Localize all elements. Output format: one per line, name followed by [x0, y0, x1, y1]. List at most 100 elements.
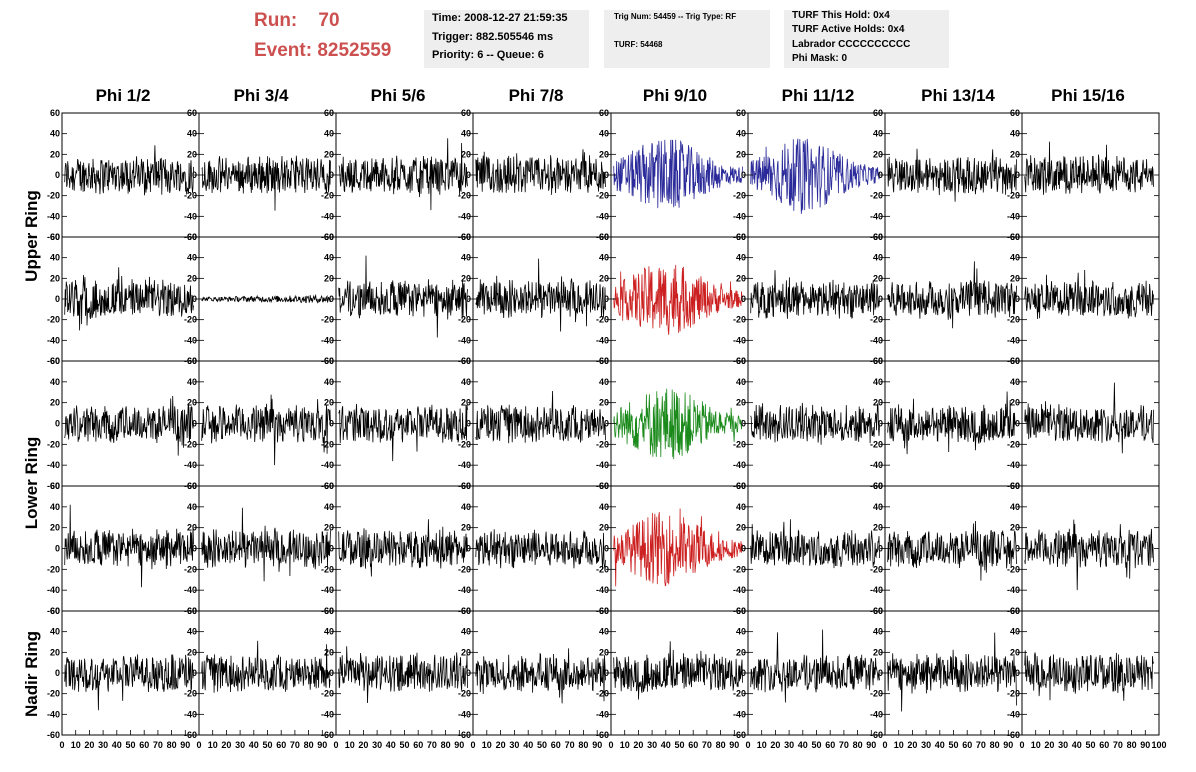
y-tick-label: -20	[321, 439, 334, 449]
y-tick-label: -20	[733, 689, 746, 699]
y-tick-label: -20	[458, 689, 471, 699]
y-tick-label: -20	[184, 191, 197, 201]
x-tick-label: 60	[1099, 740, 1109, 750]
y-tick-label: 20	[50, 398, 60, 408]
y-tick-label: 20	[50, 149, 60, 159]
x-tick-label: 80	[167, 740, 177, 750]
y-tick-label: 20	[187, 523, 197, 533]
x-tick-label: 90	[317, 740, 327, 750]
panel-r0-c0: -60 -40 -20 0 20 40 60	[47, 108, 200, 242]
panel-r4-c3: -60 -40 -20 0 20 40 60	[458, 606, 612, 740]
panel-r2-c0: -60 -40 -20 0 20 40 60	[47, 356, 200, 491]
panel-r4-c7: -60 -40 -20 0 20 40 60	[1007, 606, 1160, 740]
y-tick-label: 20	[873, 647, 883, 657]
y-tick-label: -20	[1007, 439, 1020, 449]
y-tick-label: 0	[1015, 170, 1020, 180]
x-tick-label: 50	[399, 740, 409, 750]
y-tick-label: 0	[192, 668, 197, 678]
y-tick-label: 40	[873, 502, 883, 512]
turf-active-holds-text: TURF Active Holds: 0x4	[792, 24, 905, 35]
y-tick-label: 0	[55, 294, 60, 304]
y-tick-label: 60	[599, 481, 609, 491]
x-tick-label: 0	[608, 740, 613, 750]
y-tick-label: 60	[873, 481, 883, 491]
y-tick-label: 0	[878, 294, 883, 304]
waveform-trace	[64, 395, 194, 456]
y-tick-label: 40	[599, 129, 609, 139]
y-tick-label: 40	[1010, 627, 1020, 637]
y-tick-label: 20	[1010, 523, 1020, 533]
x-tick-label: 40	[249, 740, 259, 750]
waveform-trace	[201, 155, 331, 211]
y-tick-label: -40	[47, 709, 60, 719]
waveform-trace	[1024, 269, 1154, 320]
y-tick-label: 40	[873, 253, 883, 263]
y-tick-label: -40	[321, 211, 334, 221]
x-tick-label: 50	[674, 740, 684, 750]
x-tick-label: 20	[633, 740, 643, 750]
y-tick-label: 60	[736, 481, 746, 491]
x-tick-label: 50	[1085, 740, 1095, 750]
x-tick-label: 50	[125, 740, 135, 750]
y-tick-label: 20	[324, 647, 334, 657]
y-tick-label: 40	[461, 129, 471, 139]
y-tick-label: 20	[599, 647, 609, 657]
y-tick-label: 20	[736, 398, 746, 408]
y-tick-label: 0	[1015, 294, 1020, 304]
x-tick-label: 20	[907, 740, 917, 750]
x-tick-label: 50	[537, 740, 547, 750]
panel-r4-c1: -60 -40 -20 0 20 40 60	[184, 606, 337, 740]
panel-frame	[198, 485, 337, 612]
y-tick-label: 40	[736, 253, 746, 263]
y-tick-label: 60	[50, 108, 60, 118]
x-tick-label: 70	[839, 740, 849, 750]
y-tick-label: -40	[870, 335, 883, 345]
waveform-trace	[201, 640, 331, 693]
y-tick-label: 60	[461, 356, 471, 366]
y-tick-label: -40	[733, 211, 746, 221]
y-tick-label: -40	[596, 460, 609, 470]
y-tick-label: -20	[458, 315, 471, 325]
x-tick-label: 20	[1044, 740, 1054, 750]
x-tick-label: 40	[935, 740, 945, 750]
y-tick-label: 60	[461, 108, 471, 118]
x-tick-label: 90	[729, 740, 739, 750]
y-tick-label: -20	[47, 564, 60, 574]
y-tick-label: 20	[50, 523, 60, 533]
x-tick-label: 30	[372, 740, 382, 750]
y-tick-label: 40	[187, 253, 197, 263]
y-tick-label: -60	[47, 232, 60, 242]
y-tick-label: -40	[1007, 211, 1020, 221]
x-tick-label: 60	[413, 740, 423, 750]
waveform-trace	[201, 507, 331, 582]
y-tick-label: -20	[733, 439, 746, 449]
run-event-box: Run: 70 Event: 8252559	[240, 8, 415, 66]
y-tick-label: 60	[50, 232, 60, 242]
y-tick-label: 0	[466, 419, 471, 429]
waveform-trace	[475, 149, 606, 195]
x-tick-label: 10	[757, 740, 767, 750]
waveform-trace	[613, 264, 743, 335]
y-tick-label: -20	[458, 439, 471, 449]
waveform-trace	[750, 629, 880, 703]
y-tick-label: 60	[736, 606, 746, 616]
y-tick-label: 60	[50, 606, 60, 616]
y-tick-label: 0	[329, 544, 334, 554]
y-tick-label: -40	[1007, 335, 1020, 345]
x-tick-label: 20	[84, 740, 94, 750]
panel-r4-c5: -60 -40 -20 0 20 40 60	[733, 606, 886, 740]
y-tick-label: 0	[329, 668, 334, 678]
x-tick-label: 70	[290, 740, 300, 750]
y-tick-label: -20	[596, 564, 609, 574]
y-tick-label: 40	[461, 627, 471, 637]
y-tick-label: -40	[321, 460, 334, 470]
x-tick-label: 20	[358, 740, 368, 750]
y-tick-label: 0	[192, 419, 197, 429]
waveform-trace	[64, 504, 194, 588]
